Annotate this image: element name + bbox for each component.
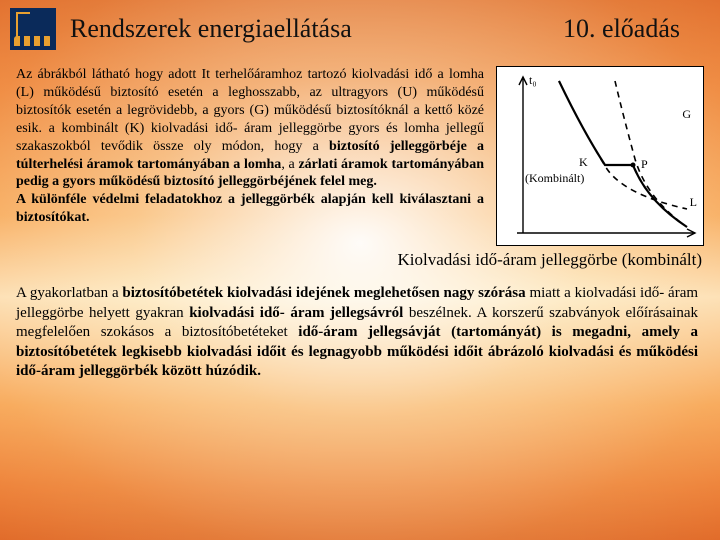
label-l: L (690, 195, 697, 210)
logo-icon (10, 8, 56, 50)
lecture-number: 10. előadás (563, 14, 680, 44)
label-k: K (579, 155, 588, 170)
curve-g (559, 81, 687, 209)
chart-svg (497, 67, 705, 247)
chart-box: t₀ G L K P (Kombinált) (496, 66, 704, 246)
label-p: P (641, 157, 648, 172)
main-row: Az ábrákból látható hogy adott It terhel… (0, 56, 720, 246)
label-komb: (Kombinált) (525, 171, 584, 186)
p2-b2: kiolvadási idő- áram jellegsávról (189, 305, 403, 321)
title-group: Rendszerek energiaellátása (10, 8, 563, 50)
curve-l (615, 81, 687, 227)
chart-caption: Kiolvadási idő-áram jelleggörbe (kombiná… (0, 246, 720, 270)
chart-column: t₀ G L K P (Kombinált) (496, 66, 704, 246)
slide-title: Rendszerek energiaellátása (70, 14, 352, 44)
p2-t1: A gyakorlatban a (16, 285, 122, 301)
header: Rendszerek energiaellátása 10. előadás (0, 0, 720, 56)
p1-t3: A különféle védelmi feladatokhoz a jelle… (16, 192, 484, 225)
y-axis-label: t₀ (529, 73, 537, 88)
paragraph-2: A gyakorlatban a biztosítóbetétek kiolva… (0, 270, 720, 382)
label-g: G (682, 107, 691, 122)
point-p (631, 163, 636, 168)
curve-k (559, 81, 687, 227)
paragraph-1: Az ábrákból látható hogy adott It terhel… (16, 66, 484, 246)
p1-t2: , a (281, 157, 298, 172)
p2-b1: biztosítóbetétek kiolvadási idejének meg… (122, 285, 525, 301)
